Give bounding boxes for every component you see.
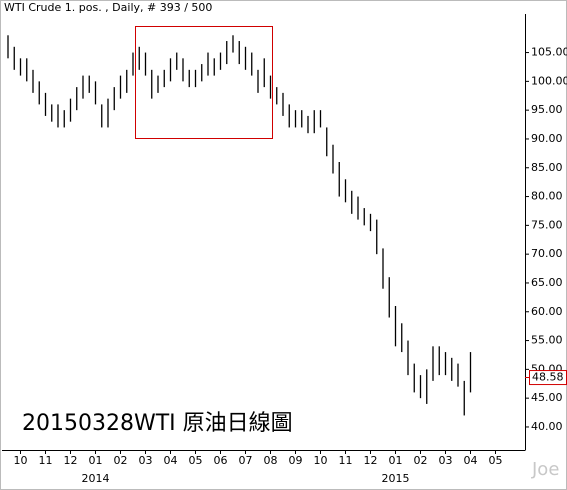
x-tick-label: 07 (239, 454, 253, 467)
x-tick-label: 08 (264, 454, 278, 467)
x-tick-label: 05 (489, 454, 503, 467)
y-tick-label: 70.00 (531, 247, 563, 260)
x-tick-label: 02 (414, 454, 428, 467)
year-label: 2015 (382, 472, 410, 485)
x-tick-label: 04 (164, 454, 178, 467)
x-tick-label: 12 (64, 454, 78, 467)
x-tick-label: 04 (464, 454, 478, 467)
y-tick-label: 60.00 (531, 305, 563, 318)
x-tick-label: 11 (39, 454, 53, 467)
x-tick-label: 03 (439, 454, 453, 467)
y-tick-label: 90.00 (531, 132, 563, 145)
y-tick-label: 45.00 (531, 391, 563, 404)
annotation: 20150328WTI 原油日線圖 (22, 411, 293, 436)
x-tick-label: 02 (114, 454, 128, 467)
y-tick-label: 100.00 (531, 74, 567, 87)
last-price-label: 48.58 (532, 371, 564, 384)
x-tick-label: 10 (314, 454, 328, 467)
y-tick-label: 85.00 (531, 161, 563, 174)
y-tick-label: 55.00 (531, 334, 563, 347)
x-tick-label: 11 (339, 454, 353, 467)
year-label: 2014 (82, 472, 110, 485)
y-tick-label: 95.00 (531, 103, 563, 116)
x-tick-label: 05 (189, 454, 203, 467)
x-tick-label: 03 (139, 454, 153, 467)
x-tick-label: 10 (14, 454, 28, 467)
watermark: Joe (531, 459, 559, 480)
x-tick-label: 01 (89, 454, 103, 467)
y-tick-label: 80.00 (531, 190, 563, 203)
y-tick-label: 40.00 (531, 420, 563, 433)
y-tick-label: 105.00 (531, 46, 567, 59)
x-tick-label: 12 (364, 454, 378, 467)
x-tick-label: 06 (214, 454, 228, 467)
x-tick-label: 01 (389, 454, 403, 467)
highlight-box (135, 26, 273, 139)
y-tick-label: 65.00 (531, 276, 563, 289)
chart-title: WTI Crude 1. pos. , Daily, # 393 / 500 (4, 1, 212, 14)
x-tick-label: 09 (289, 454, 303, 467)
y-tick-label: 75.00 (531, 218, 563, 231)
